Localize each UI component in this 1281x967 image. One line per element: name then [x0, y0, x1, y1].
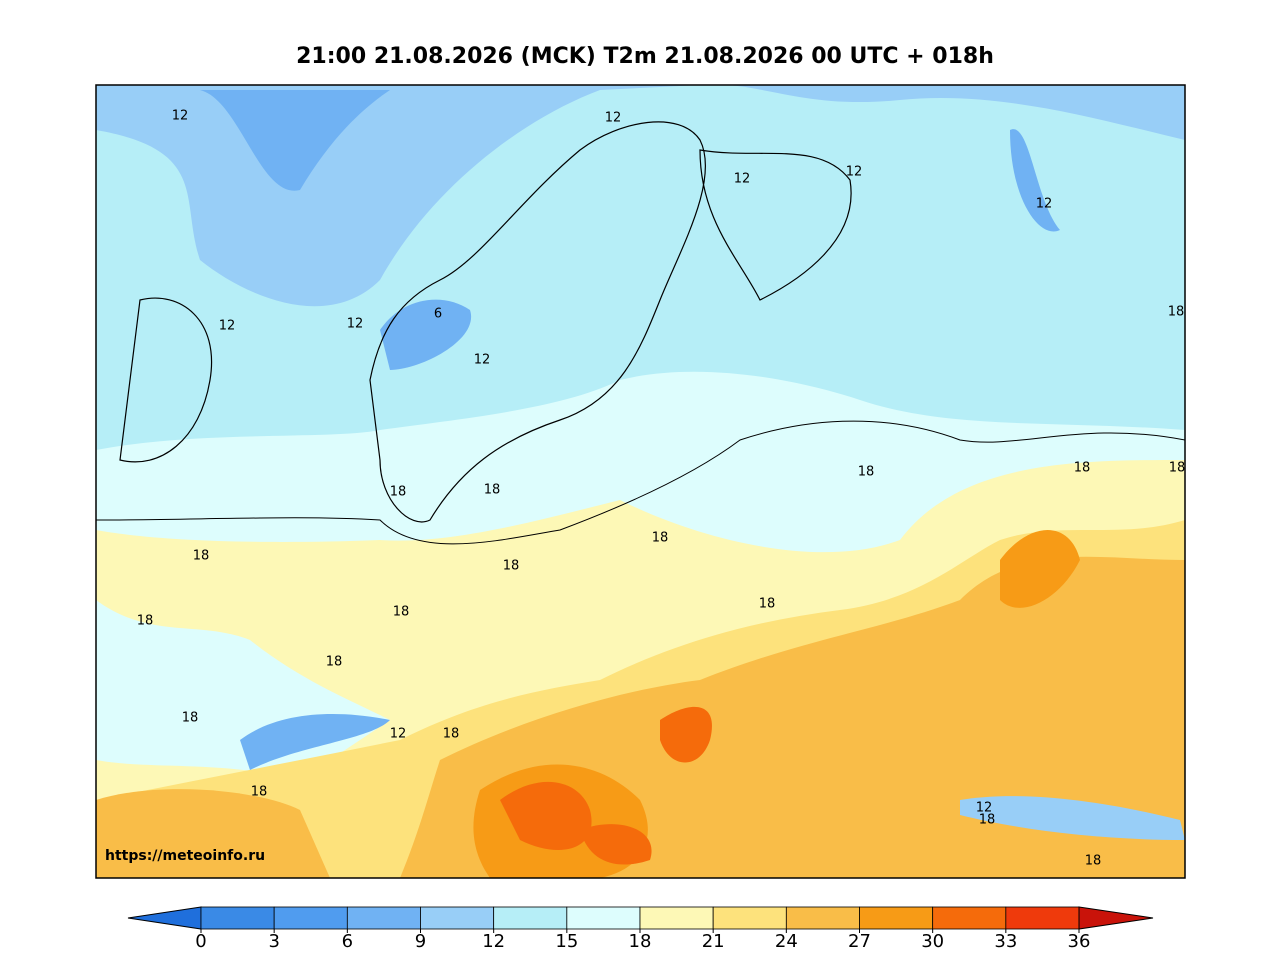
cool-area [240, 714, 390, 770]
colorbar-arrow [127, 906, 202, 930]
colorbar-segment [932, 906, 1007, 930]
map-frame [95, 84, 1186, 879]
colorbar-tick-label: 6 [342, 931, 353, 952]
contour-label: 18 [759, 597, 776, 612]
watermark: https://meteoinfo.ru [105, 848, 265, 864]
colorbar-segment [1005, 906, 1080, 930]
colorbar-tick-label: 33 [994, 931, 1017, 952]
colorbar-segment [346, 906, 421, 930]
colorbar-segment [420, 906, 495, 930]
contour-label: 18 [443, 727, 460, 742]
contour-label: 12 [347, 317, 364, 332]
colorbar-tick-label: 36 [1068, 931, 1091, 952]
colorbar-tick-label: 24 [775, 931, 798, 952]
cool-area [200, 90, 390, 191]
cool-area [1010, 129, 1060, 232]
cool-area [380, 299, 472, 370]
contour-label: 18 [1074, 461, 1091, 476]
contour-label: 18 [390, 485, 407, 500]
contour-label: 18 [1169, 461, 1186, 476]
contour-label: 18 [137, 614, 154, 629]
map-title: 21:00 21.08.2026 (MCK) T2m 21.08.2026 00… [296, 44, 994, 69]
coastline [119, 121, 852, 523]
contour-label: 18 [503, 559, 520, 574]
contour-label: 12 [172, 109, 189, 124]
contour-label: 18 [182, 711, 199, 726]
contour-label: 12 [474, 353, 491, 368]
contour-label: 18 [1085, 854, 1102, 869]
contour-label: 18 [652, 531, 669, 546]
colorbar-tick-label: 18 [629, 931, 652, 952]
cool-area [960, 796, 1185, 840]
contour-label: 12 [734, 172, 751, 187]
colorbar-tick-label: 21 [702, 931, 725, 952]
contour-label: 18 [251, 785, 268, 800]
contour-label: 12 [390, 727, 407, 742]
coastline [96, 420, 1185, 545]
colorbar: 0 3 6 9 12 15 18 21 24 27 30 33 36 [127, 906, 1154, 952]
colorbar-segment [712, 906, 787, 930]
contour-label: 18 [858, 465, 875, 480]
colorbar-segment [566, 906, 641, 930]
colorbar-tick-label: 9 [415, 931, 426, 952]
contour-label: 18 [484, 483, 501, 498]
colorbar-tick-label: 0 [195, 931, 206, 952]
colorbar-segment [273, 906, 348, 930]
contour-label: 18 [1168, 305, 1185, 320]
colorbar-segment [200, 906, 275, 930]
contour-label: 12 [219, 319, 236, 334]
contour-label: 6 [434, 307, 442, 322]
colorbar-tick-label: 12 [482, 931, 505, 952]
hot-area [660, 706, 712, 763]
contour-label: 12 [846, 165, 863, 180]
contour-label: 18 [979, 813, 996, 828]
colorbar-tick-label: 15 [555, 931, 578, 952]
colorbar-tick-label: 27 [848, 931, 871, 952]
contour-label: 12 [605, 111, 622, 126]
hot-area [1000, 530, 1080, 608]
colorbar-segment [859, 906, 934, 930]
colorbar-segment [785, 906, 860, 930]
hot-area [96, 789, 330, 878]
contour-label: 12 [976, 801, 993, 816]
colorbar-tick-label: 30 [921, 931, 944, 952]
hot-area [500, 781, 652, 865]
colorbar-arrow [1078, 906, 1154, 930]
contour-label: 18 [393, 605, 410, 620]
contour-label: 12 [1036, 197, 1053, 212]
colorbar-segment [493, 906, 568, 930]
colorbar-segment [639, 906, 714, 930]
map [96, 85, 1185, 878]
cool-area [96, 85, 1185, 307]
contour-label: 18 [326, 655, 343, 670]
colorbar-tick-label: 3 [268, 931, 279, 952]
contour-label: 18 [193, 549, 210, 564]
